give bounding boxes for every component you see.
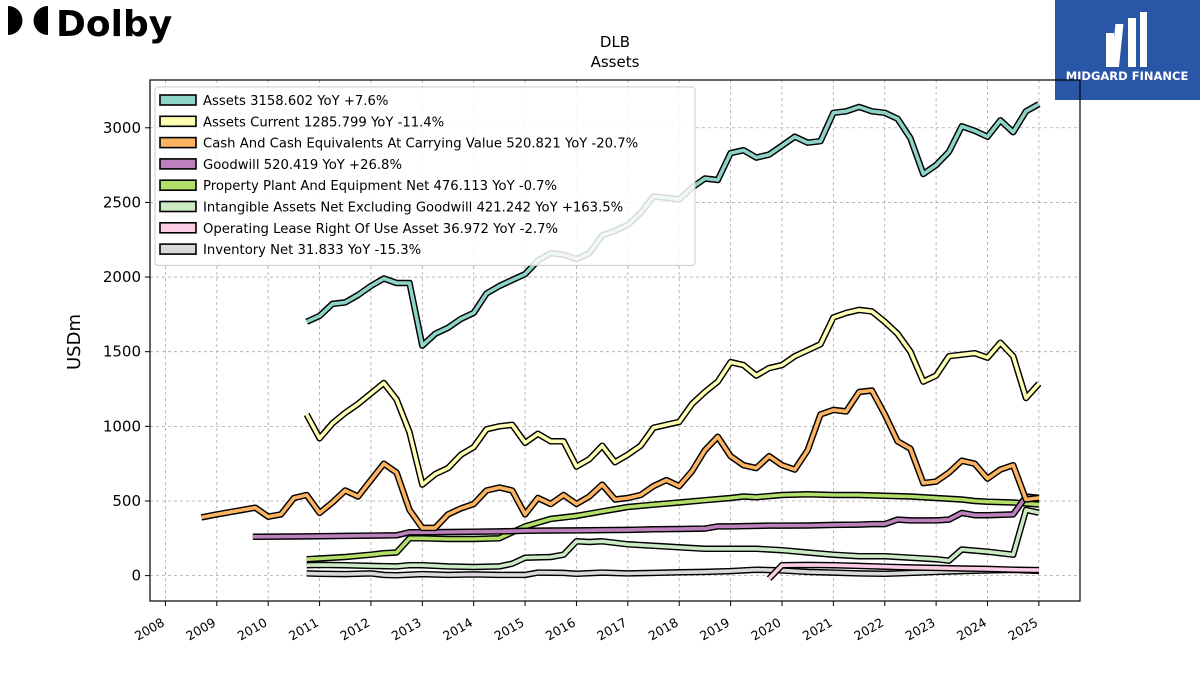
series-line bbox=[306, 508, 1040, 569]
series-line bbox=[201, 388, 1040, 530]
series-line bbox=[305, 308, 1041, 487]
y-tick-label: 2500 bbox=[103, 193, 141, 211]
x-tick-label: 2017 bbox=[594, 615, 629, 644]
legend-item: Cash And Cash Equivalents At Carrying Va… bbox=[159, 136, 638, 152]
series-property-plant-and-equipment-net bbox=[306, 491, 1040, 563]
series-operating-lease-right-of-use-asset bbox=[766, 561, 1039, 581]
series-line bbox=[252, 494, 1040, 539]
legend-label: Assets Current 1285.799 YoY -11.4% bbox=[203, 115, 444, 130]
legend-label: Operating Lease Right Of Use Asset 36.97… bbox=[203, 222, 558, 237]
legend-item: Assets Current 1285.799 YoY -11.4% bbox=[159, 115, 444, 130]
series-line bbox=[306, 567, 1039, 578]
legend-swatch bbox=[159, 200, 197, 213]
series-assets-current bbox=[303, 306, 1042, 488]
legend-label: Cash And Cash Equivalents At Carrying Va… bbox=[203, 137, 638, 152]
midgard-logo-background bbox=[1055, 0, 1200, 100]
x-tick-label: 2022 bbox=[851, 615, 886, 644]
plot-area-frame bbox=[149, 79, 1081, 602]
chart-title: DLB bbox=[600, 33, 630, 51]
legend-swatch bbox=[159, 136, 197, 149]
legend-item: Operating Lease Right Of Use Asset 36.97… bbox=[159, 222, 558, 237]
series-line bbox=[306, 492, 1040, 561]
legend-swatch bbox=[159, 158, 197, 170]
x-tick-label: 2025 bbox=[1005, 615, 1040, 644]
x-axis-ticks: 2008 2009 2010 2011 2012 2013 2014 2015 2016 2017… bbox=[132, 601, 1040, 644]
y-tick-label: 3000 bbox=[103, 119, 141, 137]
legend-label: Inventory Net 31.833 YoY -15.3% bbox=[203, 243, 421, 258]
legend-swatch bbox=[159, 115, 197, 128]
x-tick-label: 2021 bbox=[800, 615, 835, 644]
y-axis-label: USDm bbox=[64, 314, 85, 370]
legend-item: Assets 3158.602 YoY +7.6% bbox=[159, 94, 388, 109]
x-tick-label: 2019 bbox=[697, 615, 732, 644]
y-tick-label: 1000 bbox=[103, 417, 141, 435]
x-tick-label: 2015 bbox=[492, 615, 527, 644]
y-tick-label: 0 bbox=[131, 567, 141, 585]
x-tick-label: 2013 bbox=[389, 615, 424, 644]
legend-swatch bbox=[159, 94, 197, 106]
dolby-logo-text: Dolby bbox=[56, 4, 172, 45]
midgard-logo-text: MIDGARD FINANCE bbox=[1066, 69, 1189, 83]
legend-item: Property Plant And Equipment Net 476.113… bbox=[159, 179, 557, 194]
chart-subtitle: Assets bbox=[591, 53, 640, 71]
legend-swatch bbox=[159, 179, 197, 191]
dolby-logo: Dolby bbox=[8, 4, 172, 45]
legend-label: Assets 3158.602 YoY +7.6% bbox=[203, 94, 388, 109]
x-tick-label: 2012 bbox=[337, 615, 372, 644]
legend-label: Intangible Assets Net Excluding Goodwill… bbox=[203, 201, 623, 216]
dolby-logo-right-d-icon bbox=[33, 6, 48, 35]
legend-label: Goodwill 520.419 YoY +26.8% bbox=[203, 158, 402, 173]
x-tick-label: 2010 bbox=[235, 615, 270, 644]
legend-item: Intangible Assets Net Excluding Goodwill… bbox=[159, 200, 623, 216]
series-goodwill bbox=[252, 493, 1040, 541]
y-tick-label: 500 bbox=[112, 492, 141, 510]
legend-swatch bbox=[159, 243, 197, 255]
legend: Assets 3158.602 YoY +7.6% Assets Current … bbox=[154, 86, 696, 266]
y-axis-ticks: 0 500 1000 1500 2000 2500 3000 bbox=[103, 119, 150, 585]
series-inventory-net bbox=[306, 566, 1040, 579]
legend-swatch bbox=[159, 222, 197, 234]
legend-box bbox=[154, 86, 696, 266]
legend-item: Goodwill 520.419 YoY +26.8% bbox=[159, 158, 402, 173]
series-cash-and-cash-equivalents-at-carrying-value bbox=[200, 387, 1040, 532]
x-tick-label: 2024 bbox=[954, 615, 989, 644]
x-tick-label: 2023 bbox=[903, 615, 938, 644]
dolby-logo-left-d-icon bbox=[8, 6, 23, 35]
y-tick-label: 1500 bbox=[103, 343, 141, 361]
y-tick-label: 2000 bbox=[103, 268, 141, 286]
legend-label: Property Plant And Equipment Net 476.113… bbox=[203, 179, 557, 194]
series-line bbox=[767, 563, 1039, 580]
midgard-emblem-icon bbox=[1106, 12, 1147, 67]
x-tick-label: 2016 bbox=[543, 615, 578, 644]
x-tick-label: 2018 bbox=[646, 615, 681, 644]
x-tick-label: 2011 bbox=[286, 615, 321, 644]
series-intangible-assets-net-excluding-goodwill bbox=[306, 506, 1040, 571]
x-tick-label: 2014 bbox=[440, 615, 475, 644]
x-tick-label: 2009 bbox=[183, 615, 218, 644]
x-tick-label: 2008 bbox=[132, 615, 167, 644]
legend-item: Inventory Net 31.833 YoY -15.3% bbox=[159, 243, 421, 258]
midgard-logo: MIDGARD FINANCE bbox=[1055, 0, 1200, 100]
x-tick-label: 2020 bbox=[748, 615, 783, 644]
